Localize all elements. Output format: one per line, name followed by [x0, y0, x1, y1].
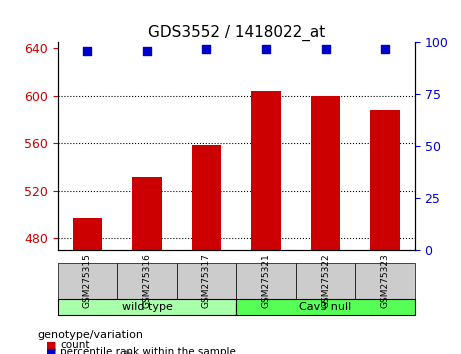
FancyBboxPatch shape — [236, 263, 296, 299]
Text: count: count — [60, 340, 89, 350]
Bar — [311, 96, 341, 250]
Point — [322, 46, 329, 52]
FancyBboxPatch shape — [58, 263, 117, 299]
Point — [262, 46, 270, 52]
FancyBboxPatch shape — [177, 263, 236, 299]
Bar — [370, 110, 400, 250]
Text: ■: ■ — [46, 340, 57, 350]
Point — [84, 48, 91, 53]
Text: GSM275323: GSM275323 — [381, 253, 390, 308]
Bar — [192, 144, 221, 250]
Text: GSM275317: GSM275317 — [202, 253, 211, 308]
Text: genotype/variation: genotype/variation — [37, 330, 143, 339]
FancyBboxPatch shape — [117, 263, 177, 299]
Text: wild type: wild type — [122, 302, 172, 312]
Text: GSM275322: GSM275322 — [321, 254, 330, 308]
Text: Cav3 null: Cav3 null — [300, 302, 352, 312]
Point — [203, 46, 210, 52]
Text: GSM275321: GSM275321 — [261, 253, 271, 308]
Text: GSM275315: GSM275315 — [83, 253, 92, 308]
Bar — [72, 218, 102, 250]
Bar — [251, 91, 281, 250]
Text: GSM275316: GSM275316 — [142, 253, 152, 308]
Title: GDS3552 / 1418022_at: GDS3552 / 1418022_at — [148, 25, 325, 41]
Text: ■: ■ — [46, 347, 57, 354]
Point — [381, 46, 389, 52]
Bar — [132, 177, 162, 250]
FancyBboxPatch shape — [296, 263, 355, 299]
FancyBboxPatch shape — [355, 263, 415, 299]
Point — [143, 48, 151, 53]
Text: percentile rank within the sample: percentile rank within the sample — [60, 347, 236, 354]
FancyBboxPatch shape — [58, 299, 236, 315]
FancyBboxPatch shape — [236, 299, 415, 315]
